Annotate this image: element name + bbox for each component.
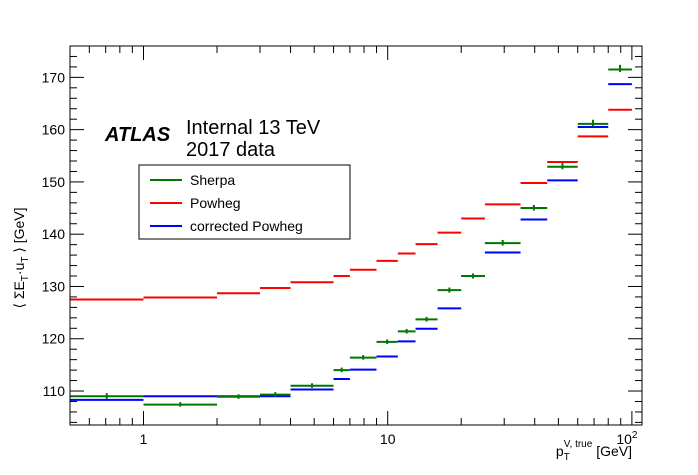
legend-label: Sherpa [190, 172, 235, 188]
y-tick-label: 110 [43, 383, 66, 399]
x-tick-label: 1 [140, 431, 148, 447]
x-tick-label-100: 102 [616, 430, 638, 447]
y-axis-title: ⟨ ΣET·uT ⟩ [GeV] [11, 207, 31, 308]
y-tick-label: 160 [42, 122, 66, 138]
atlas-label: ATLAS [104, 124, 171, 146]
legend-label: Powheg [190, 195, 241, 211]
legend-label: corrected Powheg [190, 218, 303, 234]
internal-label-line1: Internal 13 TeV [186, 117, 321, 139]
y-tick-label: 130 [42, 278, 66, 294]
series-sherpa [70, 64, 632, 407]
plot-frame [69, 45, 643, 426]
y-tick-label: 170 [42, 69, 66, 85]
x-axis-title: pTV, true [GeV] [556, 439, 632, 463]
legend: Sherpa Powheg corrected Powheg [138, 164, 351, 240]
data-layer [70, 64, 632, 407]
y-tick-label: 150 [42, 174, 66, 190]
y-tick-label: 120 [42, 331, 66, 347]
series-powheg [70, 108, 632, 301]
y-tick-label: 140 [42, 226, 66, 242]
internal-label-line2: 2017 data [186, 139, 276, 161]
x-tick-label: 10 [380, 431, 396, 447]
